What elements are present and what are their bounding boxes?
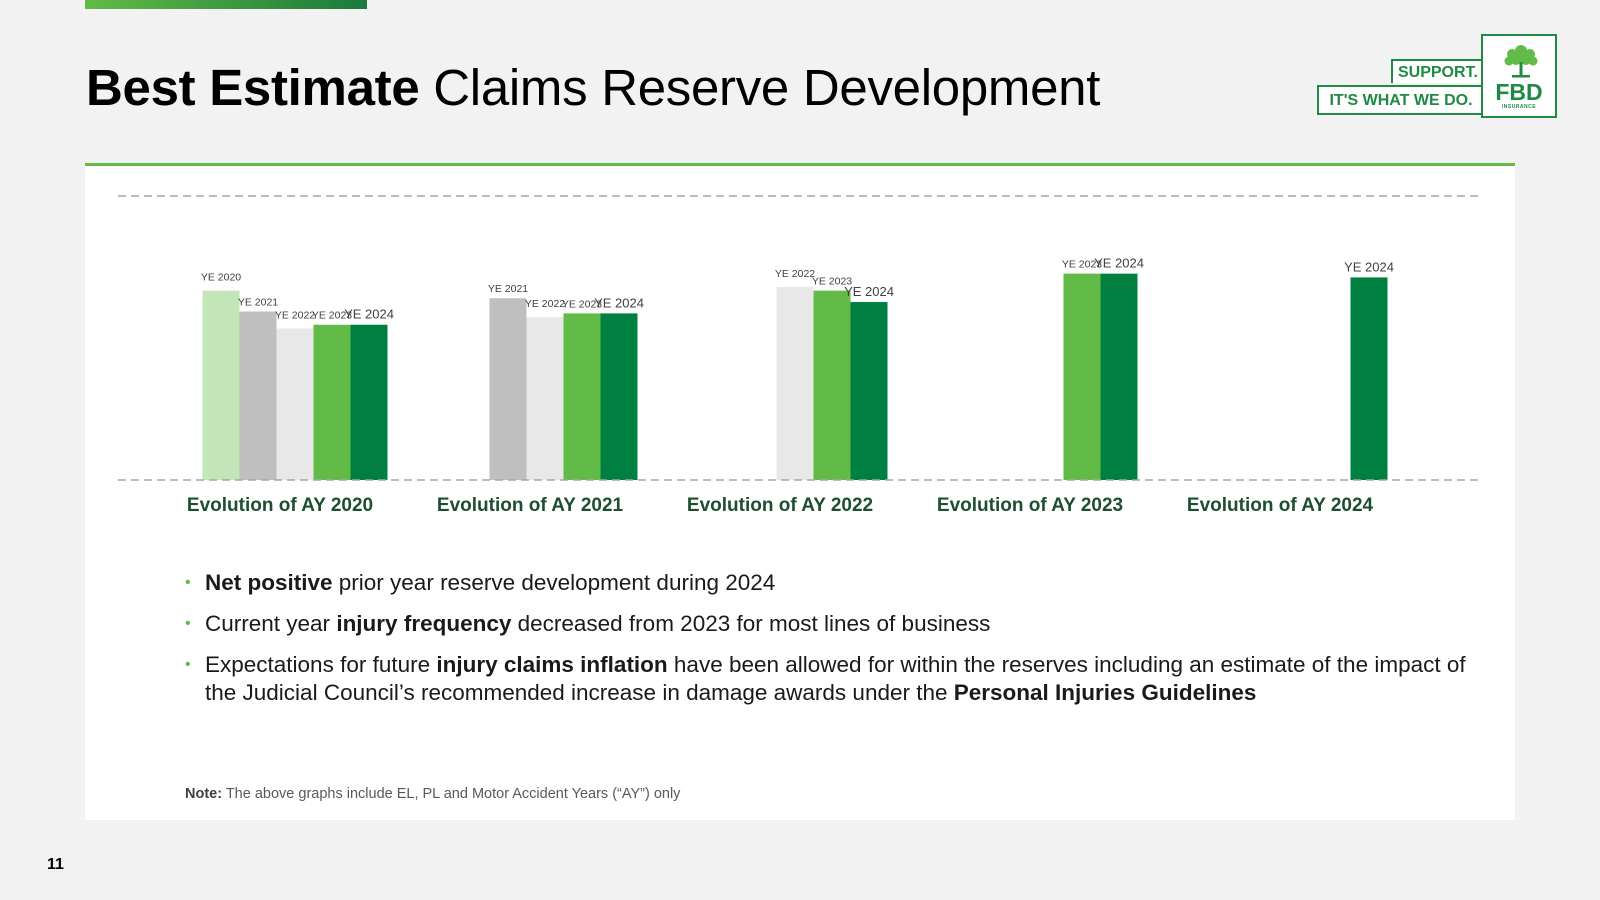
category-label: Evolution of AY 2024 [1187, 495, 1374, 516]
footnote: Note: The above graphs include EL, PL an… [185, 786, 680, 802]
bar-ye-2024-group-4 [1100, 273, 1138, 480]
bullet-plain: Expectations for future [205, 652, 437, 677]
bar-ye-2023-group-3 [813, 290, 851, 480]
bullet-item: • Expectations for future injury claims i… [185, 651, 1485, 707]
bullet-plain: have been allowed for within the reserve… [205, 652, 1466, 705]
bar-data-label: YE 2023 [812, 276, 852, 288]
category-label: Evolution of AY 2020 [187, 495, 373, 516]
logo-brand-sub: INSURANCE [1501, 104, 1537, 110]
category-label: Evolution of AY 2023 [937, 495, 1123, 516]
bar-ye-2024-group-1 [350, 324, 388, 480]
bullet-list: • Net positive prior year reserve develop… [185, 569, 1485, 720]
bar-data-label: YE 2023 [562, 298, 602, 310]
bar-ye-2024-group-3 [850, 302, 888, 480]
bullet-plain: decreased from 2023 for most lines of bu… [511, 611, 991, 636]
logo-brand-name: FBD [1495, 79, 1543, 105]
bar-data-label: YE 2024 [344, 307, 394, 322]
bar-ye-2023-group-1 [313, 324, 351, 480]
bullet-bold: Personal Injuries Guidelines [953, 680, 1257, 705]
bar-ye-2022-group-2 [526, 317, 564, 480]
bar-data-label: YE 2024 [594, 295, 644, 310]
title-bold: Best Estimate [86, 59, 420, 116]
bar-data-label: YE 2024 [844, 284, 894, 299]
bullet-text: Net positive prior year reserve developm… [205, 570, 775, 595]
bullet-bold: injury claims inflation [436, 652, 668, 677]
footnote-label: Note: [185, 786, 223, 802]
bullet-text: Current year injury frequency decreased … [205, 611, 990, 636]
bar-data-label: YE 2021 [488, 283, 528, 295]
bar-data-label: YE 2024 [1344, 259, 1394, 274]
category-label: Evolution of AY 2021 [437, 495, 624, 516]
bar-ye-2022-group-1 [276, 328, 314, 480]
category-label: Evolution of AY 2022 [687, 495, 873, 516]
content-panel: YE 2020 YE 2021 YE 2022 YE 2023 YE 2024 Evolu… [85, 163, 1515, 820]
footnote-text: The above graphs include EL, PL and Moto… [222, 786, 681, 802]
bar-ye-2020-group-1 [202, 290, 240, 480]
logo-support-text: SUPPORT. [1391, 59, 1483, 83]
title-rest: Claims Reserve Development [433, 59, 1101, 116]
page-number: 11 [47, 856, 64, 873]
bullet-bold: Net positive [205, 570, 333, 595]
logo-tagline-text: IT'S WHAT WE DO. [1317, 85, 1483, 115]
page-title: Best Estimate Claims Reserve Development [86, 58, 1100, 117]
bar-ye-2023-group-4 [1063, 273, 1101, 480]
bullet-dot-icon: • [185, 656, 191, 673]
bullet-dot-icon: • [185, 574, 191, 591]
top-accent-bar [85, 0, 367, 9]
bar-ye-2021-group-2 [489, 298, 527, 480]
bar-data-label: YE 2023 [312, 310, 352, 322]
logo-brand-box: FBD INSURANCE [1481, 34, 1557, 118]
bar-data-label: YE 2020 [201, 272, 241, 284]
bullet-text: Expectations for future injury claims in… [205, 652, 1466, 705]
fbd-logo: SUPPORT. IT'S WHAT WE DO. FBD INSURANCE [1317, 34, 1557, 118]
bullet-item: • Net positive prior year reserve develop… [185, 569, 1485, 597]
bar-ye-2021-group-1 [239, 311, 277, 480]
bar-data-label: YE 2022 [775, 268, 815, 280]
bullet-plain: Current year [205, 611, 337, 636]
bar-data-label: YE 2022 [525, 298, 565, 310]
bar-data-label: YE 2022 [275, 310, 315, 322]
bar-ye-2022-group-3 [776, 286, 814, 480]
bar-data-label: YE 2021 [238, 296, 278, 308]
bar-ye-2023-group-2 [563, 313, 601, 480]
tree-icon [1504, 45, 1538, 78]
bullet-bold: injury frequency [336, 611, 512, 636]
bullet-item: • Current year injury frequency decreased… [185, 610, 1485, 638]
bar-data-label: YE 2024 [1094, 256, 1144, 271]
bar-ye-2024-group-5 [1350, 277, 1388, 480]
bar-ye-2024-group-2 [600, 313, 638, 480]
bullet-plain: prior year reserve development during 20… [332, 570, 776, 595]
bar-data-label: YE 2023 [1062, 259, 1102, 271]
bullet-dot-icon: • [185, 615, 191, 632]
